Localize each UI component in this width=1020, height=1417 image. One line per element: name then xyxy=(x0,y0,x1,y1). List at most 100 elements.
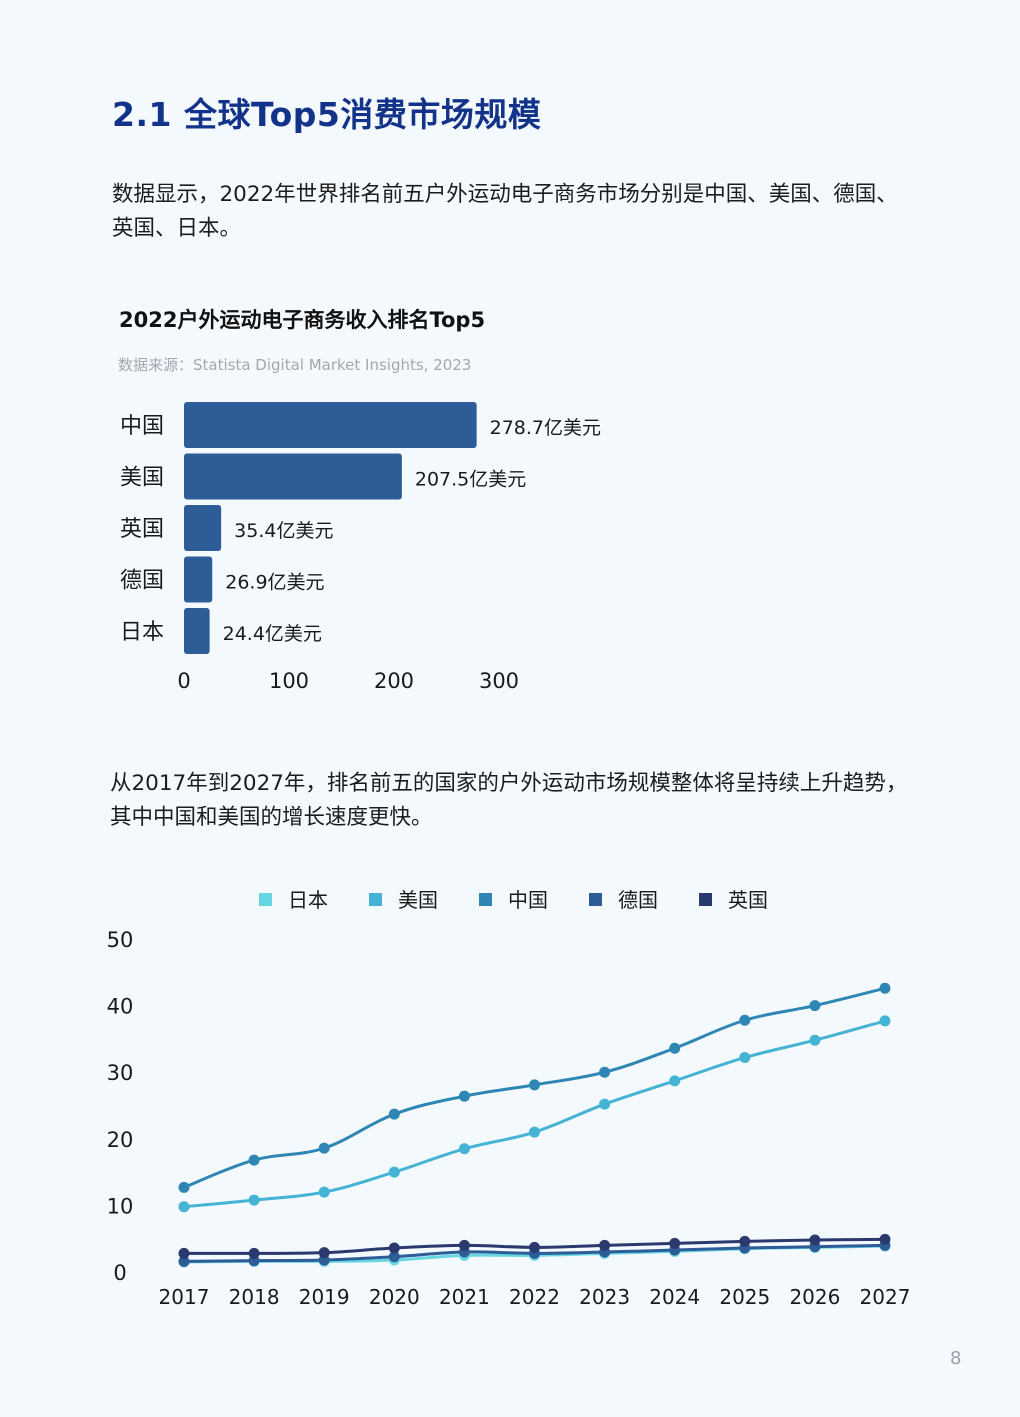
data-point xyxy=(739,1052,751,1064)
x-tick-label: 2021 xyxy=(439,1285,490,1309)
x-tick-label: 300 xyxy=(479,669,519,693)
data-point xyxy=(879,982,891,994)
legend-swatch xyxy=(479,893,492,906)
bar-value-label: 35.4亿美元 xyxy=(234,520,333,542)
data-point xyxy=(669,1245,681,1257)
data-point xyxy=(248,1154,260,1166)
y-tick-label: 50 xyxy=(107,928,134,952)
series-line xyxy=(183,1019,886,1209)
data-point xyxy=(599,1239,611,1251)
trend-paragraph: 从2017年到2027年，排名前五的国家的户外运动市场规模整体将呈持续上升趋势，… xyxy=(110,771,908,830)
data-point xyxy=(318,1255,330,1267)
data-point xyxy=(318,1142,330,1154)
data-point xyxy=(599,1247,611,1259)
bar-category-label: 美国 xyxy=(120,466,164,491)
y-tick-label: 20 xyxy=(107,1128,134,1152)
bar xyxy=(184,608,210,654)
bar-value-label: 207.5亿美元 xyxy=(415,469,526,491)
data-point xyxy=(669,1075,681,1087)
bar xyxy=(184,556,213,603)
series-line xyxy=(183,1243,886,1263)
data-point xyxy=(669,1042,681,1054)
series-line xyxy=(183,1237,886,1255)
bar-category-label: 英国 xyxy=(120,517,164,542)
data-point xyxy=(318,1247,330,1259)
bar-category-label: 德国 xyxy=(120,569,164,594)
y-tick-label: 30 xyxy=(107,1061,134,1085)
data-point xyxy=(809,1241,821,1253)
x-tick-label: 2018 xyxy=(229,1285,280,1309)
intro-paragraph: 数据显示，2022年世界排名前五户外运动电子商务市场分别是中国、美国、德国、英国… xyxy=(112,182,898,241)
data-point xyxy=(318,1186,330,1198)
data-point xyxy=(599,1246,611,1258)
bar-value-label: 26.9亿美元 xyxy=(225,572,324,594)
legend-label: 德国 xyxy=(618,888,658,912)
x-tick-label: 2017 xyxy=(159,1285,210,1309)
data-point xyxy=(739,1235,751,1247)
legend-swatch xyxy=(369,893,382,906)
bar xyxy=(184,505,222,551)
x-tick-label: 100 xyxy=(269,669,309,693)
data-point xyxy=(388,1242,400,1254)
data-point xyxy=(178,1256,190,1268)
y-tick-label: 40 xyxy=(107,995,134,1019)
data-point xyxy=(248,1255,260,1267)
x-tick-label: 0 xyxy=(177,669,190,693)
data-point xyxy=(388,1166,400,1178)
data-point xyxy=(669,1244,681,1256)
series-英国 xyxy=(178,1233,891,1259)
data-point xyxy=(318,1254,330,1266)
bar xyxy=(184,453,402,500)
bar-chart-title: 2022户外运动电子商务收入排名Top5 xyxy=(119,308,486,332)
bar-category-label: 中国 xyxy=(120,414,164,439)
x-tick-label: 2023 xyxy=(579,1285,630,1309)
data-point xyxy=(178,1255,190,1267)
data-point xyxy=(388,1108,400,1120)
x-tick-label: 2019 xyxy=(299,1285,350,1309)
data-point xyxy=(739,1243,751,1255)
y-tick-label: 10 xyxy=(107,1194,134,1218)
y-tick-label: 0 xyxy=(113,1261,126,1285)
series-日本 xyxy=(178,1240,891,1268)
data-point xyxy=(248,1247,260,1259)
bar-chart-source: 数据来源：Statista Digital Market Insights, 2… xyxy=(118,356,472,374)
series-美国 xyxy=(178,1015,891,1213)
data-point xyxy=(178,1201,190,1213)
data-point xyxy=(458,1143,470,1155)
x-tick-label: 2025 xyxy=(719,1285,770,1309)
data-point xyxy=(879,1240,891,1252)
x-tick-label: 200 xyxy=(374,669,414,693)
legend-label: 日本 xyxy=(288,888,328,912)
data-point xyxy=(669,1237,681,1249)
data-point xyxy=(529,1249,540,1261)
x-tick-label: 2026 xyxy=(789,1285,840,1309)
data-point xyxy=(599,1066,611,1078)
bar-category-label: 日本 xyxy=(120,620,164,645)
bar xyxy=(184,402,477,448)
legend-label: 中国 xyxy=(508,888,548,912)
data-point xyxy=(529,1126,540,1138)
series-line xyxy=(183,986,886,1189)
data-point xyxy=(458,1090,470,1102)
data-point xyxy=(388,1251,400,1263)
legend-swatch xyxy=(589,893,602,906)
data-point xyxy=(458,1239,470,1251)
data-point xyxy=(458,1246,470,1258)
data-point xyxy=(458,1249,470,1261)
data-point xyxy=(599,1098,611,1110)
data-point xyxy=(388,1254,400,1266)
data-point xyxy=(809,1000,821,1012)
legend-label: 美国 xyxy=(398,888,438,912)
legend-swatch xyxy=(259,893,272,906)
series-line xyxy=(183,1244,886,1264)
section-heading: 2.1 全球Top5消费市场规模 xyxy=(112,95,542,134)
data-point xyxy=(879,1239,891,1251)
bar-value-label: 24.4亿美元 xyxy=(223,623,322,645)
x-tick-label: 2024 xyxy=(649,1285,700,1309)
data-point xyxy=(739,1242,751,1254)
data-point xyxy=(809,1234,821,1246)
data-point xyxy=(809,1241,821,1253)
data-point xyxy=(248,1255,260,1267)
page-number: 8 xyxy=(950,1348,962,1369)
data-point xyxy=(529,1079,540,1091)
